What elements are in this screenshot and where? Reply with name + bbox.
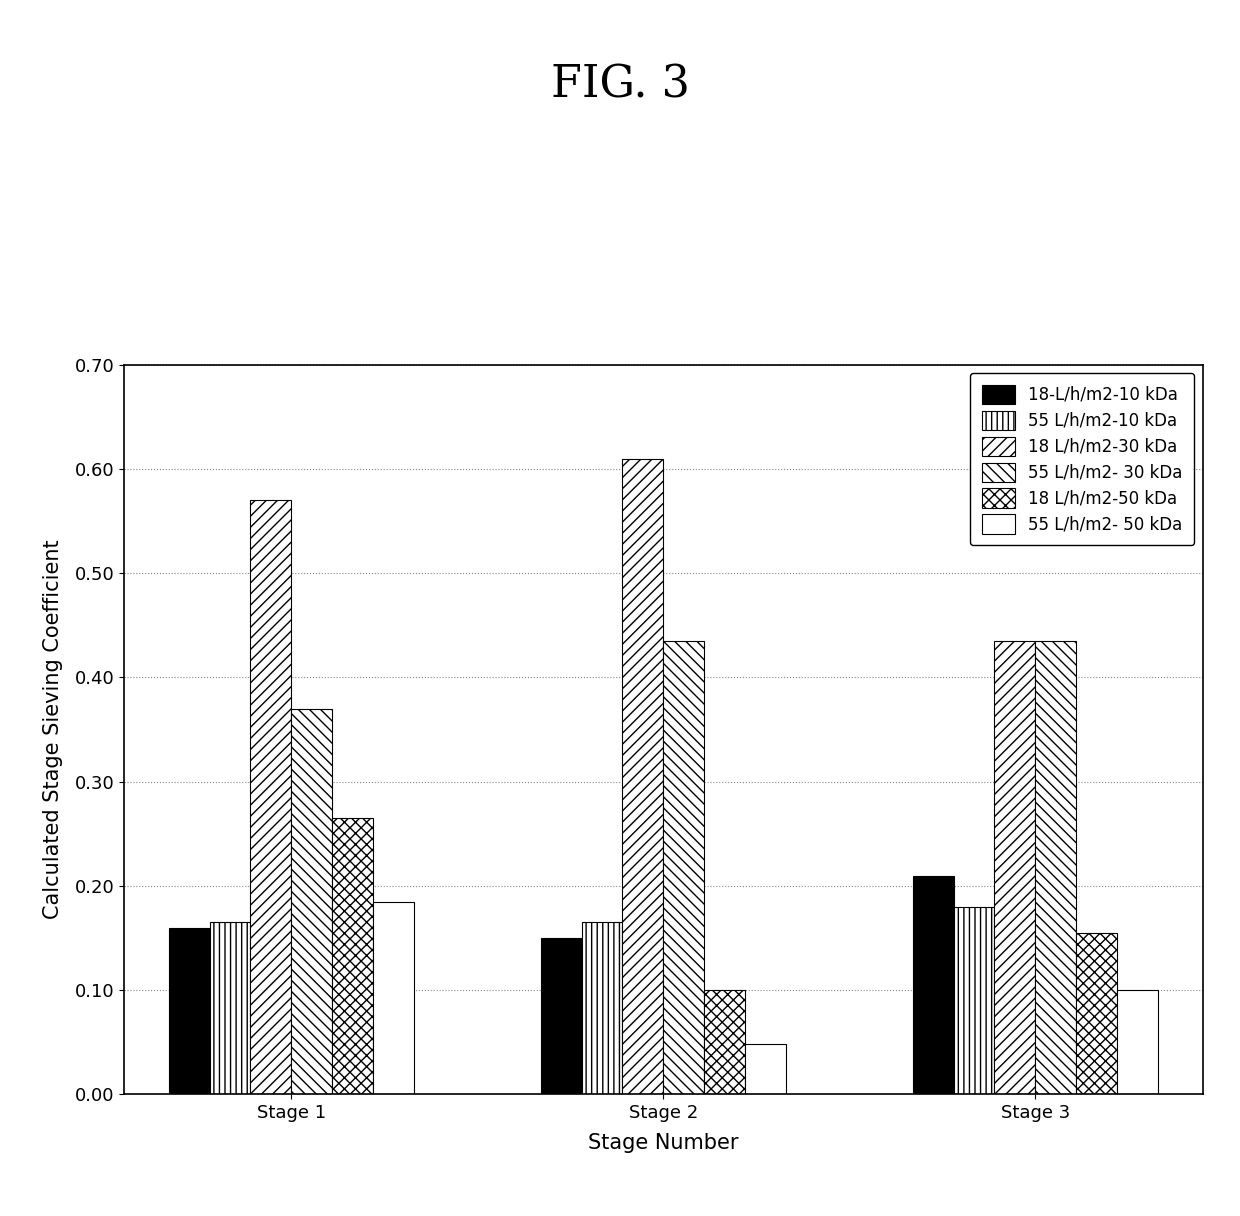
- Bar: [169, 928, 210, 1094]
- Bar: [622, 458, 663, 1094]
- Bar: [332, 818, 373, 1094]
- Y-axis label: Calculated Stage Sieving Coefficient: Calculated Stage Sieving Coefficient: [43, 540, 63, 919]
- Bar: [1035, 641, 1076, 1094]
- X-axis label: Stage Number: Stage Number: [588, 1133, 739, 1153]
- Bar: [250, 500, 291, 1094]
- Bar: [541, 938, 582, 1094]
- Bar: [704, 990, 745, 1094]
- Bar: [291, 709, 332, 1094]
- Bar: [745, 1045, 786, 1094]
- Bar: [1117, 990, 1158, 1094]
- Bar: [663, 641, 704, 1094]
- Bar: [1076, 933, 1117, 1094]
- Bar: [210, 923, 250, 1094]
- Text: FIG. 3: FIG. 3: [551, 63, 689, 107]
- Bar: [373, 901, 414, 1094]
- Bar: [913, 876, 954, 1094]
- Bar: [954, 907, 994, 1094]
- Legend: 18-L/h/m2-10 kDa, 55 L/h/m2-10 kDa, 18 L/h/m2-30 kDa, 55 L/h/m2- 30 kDa, 18 L/h/: 18-L/h/m2-10 kDa, 55 L/h/m2-10 kDa, 18 L…: [970, 373, 1194, 545]
- Bar: [994, 641, 1035, 1094]
- Bar: [582, 923, 622, 1094]
